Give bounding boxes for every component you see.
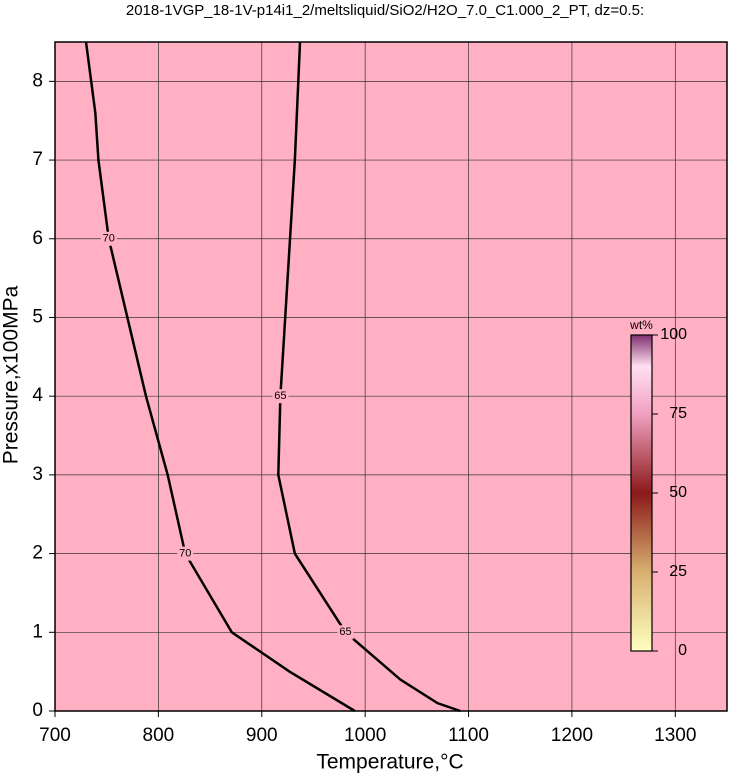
y-tick-label: 1 (32, 621, 43, 642)
contour-label-bg (272, 389, 289, 404)
x-tick-label: 900 (246, 725, 278, 746)
contour-label-bg (177, 546, 194, 561)
x-tick-label: 700 (39, 725, 71, 746)
contour-line (277, 41, 461, 713)
x-tick-label: 800 (143, 725, 175, 746)
contour-label: 70 (103, 233, 115, 245)
y-axis-label: Pressure,x100MPa (0, 285, 23, 464)
colorbar-tick-label: 0 (678, 642, 687, 659)
chart-title: 2018-1VGP_18-1V-p14i1_2/meltsliquid/SiO2… (126, 2, 644, 19)
contour-label-bg (100, 231, 117, 246)
contour-label-bg (337, 625, 354, 640)
x-tick-label: 1000 (344, 725, 386, 746)
contour-label: 65 (274, 390, 286, 402)
y-tick-label: 6 (32, 228, 43, 249)
colorbar-tick-label: 25 (669, 563, 687, 580)
x-tick-label: 1100 (448, 725, 489, 746)
contour-label: 70 (179, 547, 191, 559)
y-tick-label: 0 (32, 700, 43, 721)
y-tick-label: 3 (32, 464, 43, 485)
contour-label: 65 (339, 626, 351, 638)
x-tick-label: 1200 (551, 725, 593, 746)
y-tick-label: 2 (32, 543, 43, 564)
contour-line (84, 41, 356, 713)
plot-area (55, 42, 727, 711)
x-tick-label: 1300 (654, 725, 696, 746)
y-tick-label: 7 (32, 149, 43, 170)
colorbar-label: wt% (629, 318, 653, 332)
colorbar (630, 334, 653, 652)
x-axis-label: Temperature,°C (316, 751, 463, 774)
plot-frame (54, 41, 728, 712)
colorbar-tick-label: 100 (660, 326, 687, 343)
y-tick-label: 8 (32, 70, 43, 91)
colorbar-tick-label: 75 (669, 405, 687, 422)
colorbar-tick-label: 50 (669, 484, 687, 501)
y-tick-label: 5 (32, 306, 43, 327)
y-tick-label: 4 (32, 385, 43, 406)
